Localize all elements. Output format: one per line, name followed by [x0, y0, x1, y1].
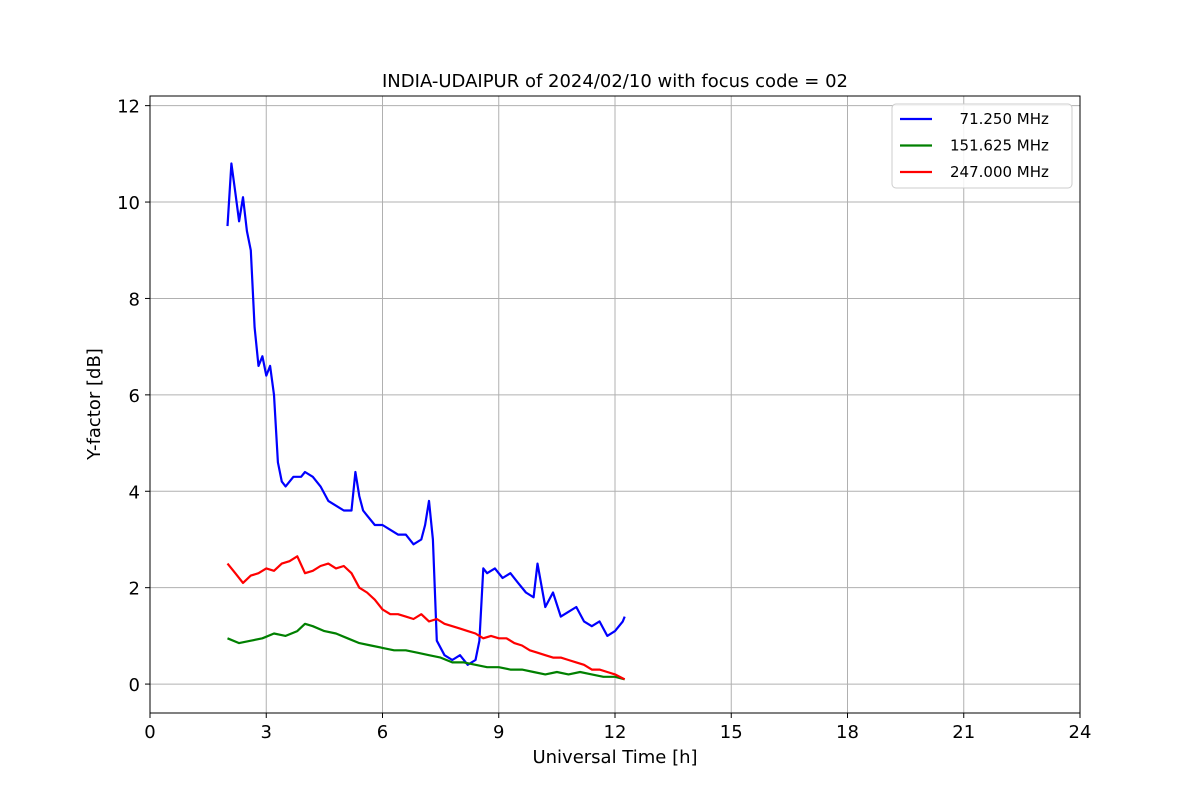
- x-tick-label: 0: [144, 722, 155, 743]
- series-line-2: [226, 555, 626, 681]
- grid: [149, 96, 1081, 713]
- y-tick-label: 12: [117, 97, 140, 118]
- x-tick-label: 21: [952, 722, 975, 743]
- legend-label: 151.625 MHz: [950, 137, 1049, 155]
- y-tick-label: 10: [117, 193, 140, 214]
- x-tick-label: 12: [604, 722, 627, 743]
- plot-series: [226, 162, 626, 681]
- x-tick-label: 15: [720, 722, 743, 743]
- legend-label: 247.000 MHz: [950, 163, 1049, 181]
- y-tick-label: 2: [129, 579, 140, 600]
- x-axis-label: Universal Time [h]: [532, 747, 697, 768]
- legend: 71.250 MHz 151.625 MHz 247.000 MHz: [891, 103, 1073, 189]
- series-line-0: [226, 162, 626, 666]
- y-tick-label: 0: [129, 675, 140, 696]
- x-tick-label: 24: [1069, 722, 1092, 743]
- x-tick-label: 3: [261, 722, 272, 743]
- legend-box: [891, 103, 1073, 189]
- x-tick-label: 18: [836, 722, 859, 743]
- y-axis-label: Y-factor [dB]: [84, 348, 105, 461]
- y-axis-ticks: 0 2 4 6 8 10 12: [117, 97, 150, 696]
- series-line-1: [227, 622, 625, 681]
- y-tick-label: 8: [129, 289, 140, 310]
- y-tick-label: 4: [129, 482, 140, 503]
- legend-label: 71.250 MHz: [950, 110, 1049, 128]
- x-tick-label: 9: [493, 722, 504, 743]
- x-tick-label: 6: [377, 722, 388, 743]
- chart-title: INDIA-UDAIPUR of 2024/02/10 with focus c…: [382, 71, 848, 92]
- y-tick-label: 6: [129, 386, 140, 407]
- x-axis-ticks: 0 3 6 9 12 15 18 21 24: [144, 713, 1091, 743]
